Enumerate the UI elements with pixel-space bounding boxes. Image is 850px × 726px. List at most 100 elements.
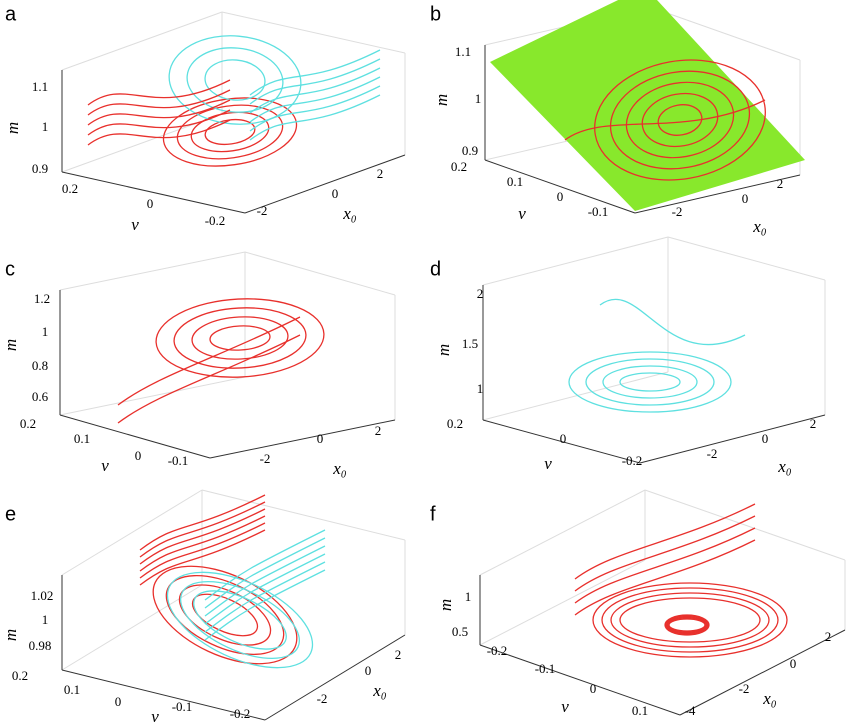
z-axis-label: m: [436, 599, 455, 611]
trajectory: [117, 334, 301, 424]
trajectory: [139, 501, 266, 558]
y-tick-label: -0.2: [205, 213, 226, 228]
z-axis-label: m: [434, 344, 453, 356]
z-tick-label: 1.2: [34, 291, 50, 306]
y-tick-label: -0.2: [622, 453, 643, 468]
trajectory: [601, 587, 779, 653]
z-tick-label: 0.5: [452, 624, 468, 639]
z-tick-label: 1.02: [31, 588, 54, 603]
trajectory: [602, 365, 698, 399]
panel-label: f: [430, 503, 436, 525]
trajectory: [173, 307, 307, 369]
z-tick-label: 1: [465, 589, 472, 604]
trajectory: [204, 529, 326, 601]
trajectory: [599, 298, 746, 346]
trajectory: [87, 89, 231, 116]
trajectory: [87, 119, 231, 146]
z-tick-label: 0.9: [32, 161, 48, 176]
trajectory: [87, 99, 231, 126]
trajectory: [155, 298, 325, 378]
axis-line: [679, 629, 846, 716]
trajectory: [186, 47, 284, 113]
trajectory: [162, 97, 298, 167]
z-tick-label: 1: [42, 119, 49, 134]
z-tick-label: 1.1: [32, 79, 48, 94]
axis-line: [482, 419, 641, 464]
y-tick-label: -0.1: [588, 204, 609, 219]
x-tick-label: 2: [810, 416, 817, 431]
trajectory: [204, 537, 326, 609]
x-tick-label: 0: [317, 431, 324, 446]
trajectory: [191, 316, 289, 360]
y-axis-label: v: [518, 204, 526, 223]
z-axis-label: m: [432, 94, 451, 106]
frame-line: [201, 489, 406, 541]
trajectory: [249, 49, 381, 96]
x-axis-label: x₀: [752, 217, 767, 236]
y-tick-label: -0.1: [168, 453, 189, 468]
trajectory: [165, 574, 285, 656]
x-tick-label: 2: [825, 629, 832, 644]
trajectory: [585, 358, 715, 406]
y-axis-label: v: [131, 215, 139, 234]
x-tick-label: -2: [739, 681, 750, 696]
z-tick-label: 0.8: [32, 358, 48, 373]
x-tick-label: 0: [762, 431, 769, 446]
axis-line: [61, 171, 246, 214]
axis-line: [209, 419, 396, 459]
trajectory: [666, 616, 708, 634]
frame-line: [482, 236, 669, 286]
y-tick-label: 0: [115, 694, 122, 709]
trajectory: [204, 569, 326, 641]
x-tick-label: -4: [685, 703, 696, 718]
trajectory: [204, 118, 256, 146]
z-tick-label: 1: [475, 91, 482, 106]
z-tick-label: 1.5: [462, 336, 478, 351]
y-tick-label: 0: [590, 681, 597, 696]
x-tick-label: -2: [257, 203, 268, 218]
trajectory: [204, 59, 266, 101]
trajectory: [667, 617, 707, 633]
trajectory: [609, 70, 751, 170]
x-tick-label: 0: [332, 186, 339, 201]
panel-label: a: [5, 3, 17, 25]
frame-line: [479, 559, 646, 646]
z-tick-label: 0.6: [32, 389, 49, 404]
x-tick-label: 2: [377, 166, 384, 181]
frame-line: [59, 251, 246, 291]
axis-line: [634, 174, 801, 214]
panel-label: d: [430, 258, 441, 280]
z-tick-label: 1.1: [455, 44, 471, 59]
trajectory: [574, 503, 756, 580]
trajectory: [166, 571, 314, 669]
trajectory: [139, 522, 266, 579]
y-tick-label: 0.2: [12, 668, 28, 683]
frame-line: [61, 584, 203, 671]
trajectory: [87, 109, 231, 136]
x-axis-label: x₀: [342, 204, 357, 223]
axis-line: [264, 634, 406, 721]
axis-line: [479, 644, 681, 716]
trajectory: [204, 561, 326, 633]
trajectory: [179, 580, 301, 660]
y-tick-label: 0.1: [64, 682, 80, 697]
y-tick-label: -0.1: [172, 699, 193, 714]
trajectory: [190, 111, 270, 153]
y-tick-label: 0.2: [451, 159, 467, 174]
trajectory: [625, 81, 735, 159]
z-tick-label: 0.9: [462, 143, 478, 158]
x-tick-label: 2: [395, 647, 402, 662]
z-axis-label: m: [3, 122, 22, 134]
y-tick-label: 0.1: [74, 431, 90, 446]
trajectory: [610, 592, 770, 648]
y-axis-label: v: [544, 454, 552, 473]
x-axis-label: x₀: [777, 457, 792, 476]
y-tick-label: -0.1: [535, 661, 556, 676]
y-tick-label: 0: [557, 189, 564, 204]
trajectory: [249, 58, 381, 105]
panel: b m v x₀ 1.1 1 0.90.2 0.1 0 -0.1 -2 0 2: [430, 0, 805, 236]
frame-line: [61, 489, 203, 576]
x-tick-label: 0: [742, 191, 749, 206]
x-axis-label: x₀: [372, 681, 387, 700]
